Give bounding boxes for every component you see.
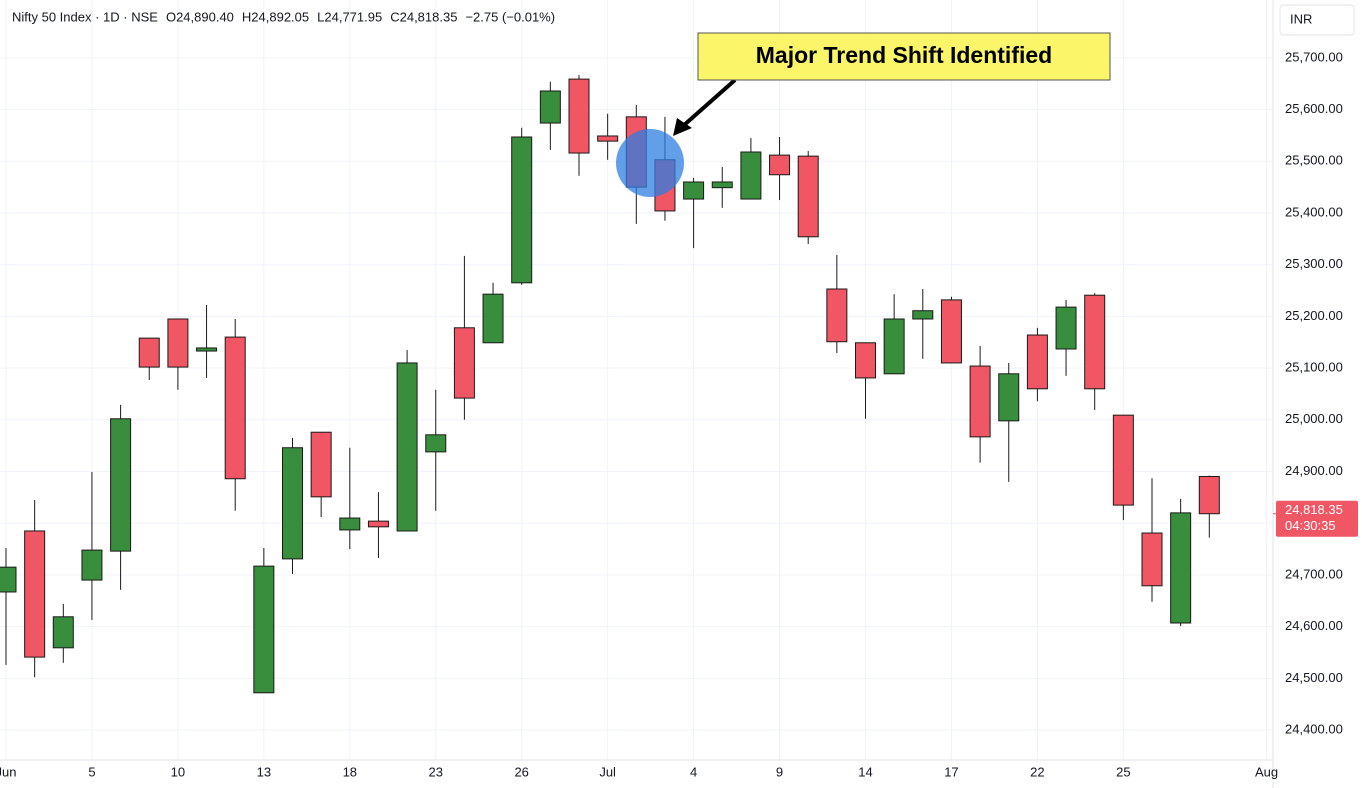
x-tick-label: Jun (0, 764, 16, 779)
candle-body (1112, 414, 1134, 506)
candle-body (969, 365, 991, 438)
y-tick-label: 24,400.00 (1285, 721, 1343, 736)
annotation-text: Major Trend Shift Identified (756, 42, 1052, 68)
candle-body (683, 181, 705, 200)
x-tick-label: 5 (88, 764, 95, 779)
candle-body (826, 288, 848, 343)
currency[interactable]: INR (1290, 11, 1312, 26)
candle-body (138, 337, 160, 368)
x-tick-label: Jul (599, 764, 616, 779)
candle-body (1084, 294, 1106, 390)
x-tick-label: Aug (1255, 764, 1278, 779)
candle-body (1026, 334, 1048, 390)
currency-box[interactable] (1279, 4, 1355, 36)
x-tick-label: 25 (1116, 764, 1130, 779)
y-tick-label: 24,500.00 (1285, 670, 1343, 685)
y-tick-label: 25,600.00 (1285, 101, 1343, 116)
x-tick-label: 17 (944, 764, 958, 779)
y-tick-label: 24,600.00 (1285, 618, 1343, 633)
y-tick-label: 25,500.00 (1285, 153, 1343, 168)
candle-body (568, 78, 590, 154)
candle-body (940, 299, 962, 364)
candle-body (0, 566, 17, 593)
x-tick-label: 4 (690, 764, 697, 779)
y-tick-label: 25,100.00 (1285, 360, 1343, 375)
candle-body (339, 517, 361, 531)
x-tick-label: 22 (1030, 764, 1044, 779)
candle-body (511, 136, 533, 284)
candle-body (224, 336, 246, 480)
x-tick-label: 10 (171, 764, 185, 779)
candle-body (912, 310, 934, 320)
y-tick-label: 25,300.00 (1285, 256, 1343, 271)
candle-body (1055, 306, 1077, 350)
candle-body (367, 520, 389, 528)
candle-body (883, 318, 905, 375)
candle-body (482, 293, 504, 344)
candle-body (81, 549, 103, 581)
candle-body (998, 373, 1020, 422)
candle-body (425, 434, 447, 453)
candle-body (539, 90, 561, 124)
ohlc-legend-item: C24,818.35 (390, 9, 457, 24)
ohlc-legend-item: L24,771.95 (317, 9, 382, 24)
annotation-box (697, 32, 1111, 81)
highlight-circle (616, 129, 684, 197)
candle-body (797, 155, 819, 238)
candle-body (769, 154, 791, 176)
y-tick-label: 25,700.00 (1285, 49, 1343, 64)
candle-body (1141, 532, 1163, 587)
ohlc-legend-item: −2.75 (−0.01%) (465, 9, 555, 24)
x-tick-label: 14 (858, 764, 872, 779)
last-price-label: 24,818.35 (1285, 502, 1343, 517)
candle-body (855, 342, 876, 379)
candle-body (597, 135, 619, 142)
candle-body (167, 318, 189, 368)
candle-body (1170, 512, 1192, 624)
candles (0, 74, 1220, 694)
y-tick-label: 24,700.00 (1285, 566, 1343, 581)
arrow-line (681, 78, 737, 128)
candle-body (711, 181, 733, 189)
x-tick-label: 23 (429, 764, 443, 779)
y-tick-label: 25,400.00 (1285, 204, 1343, 219)
candle-body (282, 447, 303, 560)
arrow-head (673, 118, 692, 136)
candle-body (196, 347, 218, 352)
candle-body (310, 431, 332, 498)
ohlc-legend-item: O24,890.40 (166, 9, 234, 24)
y-tick-label: 25,200.00 (1285, 308, 1343, 323)
candle-body (453, 327, 475, 399)
candle-body (24, 530, 46, 658)
x-tick-label: 13 (257, 764, 271, 779)
candle-body (740, 151, 762, 200)
candle-body (1198, 475, 1220, 515)
candle-body (253, 565, 275, 694)
header-title: Nifty 50 Index · 1D · NSE (12, 9, 158, 24)
countdown: 04:30:35 (1285, 518, 1336, 533)
candle-body (396, 362, 418, 532)
candle-body (52, 616, 74, 649)
candle-body (110, 418, 132, 552)
ohlc-legend-item: H24,892.05 (242, 9, 309, 24)
x-tick-label: 18 (343, 764, 357, 779)
x-tick-label: 9 (776, 764, 783, 779)
last-price-box (1276, 500, 1358, 537)
x-tick-label: 26 (514, 764, 528, 779)
y-tick-label: 25,000.00 (1285, 411, 1343, 426)
y-tick-label: 24,900.00 (1285, 463, 1343, 478)
